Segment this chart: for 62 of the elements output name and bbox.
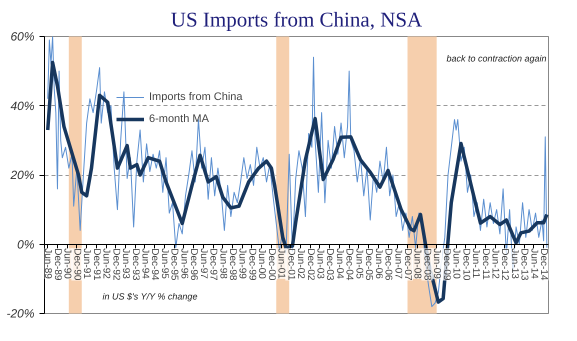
x-tick-label: Dec-89 [52,248,63,281]
x-tick-label: Jun-13 [508,248,520,280]
y-tick-label: -20% [6,306,35,320]
x-tick-label: Jun-08 [412,248,423,280]
y-tick-label: 40% [10,98,35,113]
x-tick-label: Dec-14 [538,248,550,281]
x-tick-label: Jun-03 [314,248,326,280]
x-tick-label: Jun-95 [158,248,170,280]
x-tick-label: Dec-95 [168,248,180,281]
x-tick-label: Jun-94 [139,248,150,280]
legend-label: 6-month MA [149,113,209,125]
x-tick-label: Jun-90 [62,248,73,280]
x-tick-label: Dec-07 [402,248,414,281]
x-tick-label: Jun-05 [353,248,364,280]
x-tick-label: Jun-96 [178,248,190,280]
x-tick-label: Dec-09 [440,248,452,281]
x-tick-label: Dec-10 [460,248,472,281]
y-tick-label: 60% [10,30,35,44]
x-tick-label: Jun-91 [81,248,92,280]
x-tick-label: Jun-02 [295,248,306,280]
x-tick-label: Jun-98 [217,248,228,280]
x-tick-label: Dec-05 [363,248,374,281]
x-tick-label: Dec-04 [344,248,355,281]
x-tick-label: Dec-13 [518,248,530,281]
x-tick-label: Jun-01 [276,248,287,280]
x-tick-label: Jun-09 [431,248,442,280]
chart-title: US Imports from China, NSA [170,8,424,32]
x-tick-label: Dec-11 [480,248,491,280]
x-tick-label: Dec-90 [71,248,82,281]
x-tick-label: Dec-93 [130,248,141,281]
x-tick-label: Jun-92 [100,248,112,280]
y-tick-label: 20% [9,168,35,182]
x-tick-label: Jun-00 [256,248,268,280]
x-tick-label: Dec-03 [324,248,336,281]
x-tick-label: Jun-10 [450,248,462,280]
x-tick-label: Dec-96 [188,248,200,281]
x-tick-label: Jun-14 [528,248,540,280]
x-tick-label: Jun-99 [236,248,248,280]
x-tick-label: Jun-97 [198,248,209,280]
x-tick-label: Jun-06 [372,248,384,280]
x-tick-label: Dec-97 [208,248,219,281]
x-tick-label: Dec-06 [382,248,394,281]
x-tick-label: Jun-12 [490,248,501,280]
x-tick-label: Dec-00 [266,248,277,281]
x-tick-label: Jun-93 [120,248,132,280]
x-tick-label: Jun-11 [470,248,482,279]
x-tick-label: Dec-02 [304,248,316,281]
x-tick-label: Dec-12 [499,248,510,281]
x-tick-label: Dec-92 [110,248,122,281]
x-tick-label: Dec-91 [90,248,102,281]
x-tick-label: Jun-04 [334,248,345,280]
x-tick-label: Jun-07 [392,248,404,280]
annotation: back to contraction again [446,54,547,64]
x-tick-label: Jun-89 [42,248,54,280]
x-tick-label: Dec-01 [285,248,296,281]
x-tick-label: Dec-08 [421,248,432,281]
annotation: in US $'s Y/Y % change [102,292,198,302]
y-tick-label: 0% [17,237,35,252]
x-tick-label: Dec-94 [149,248,160,281]
legend-label: Imports from China [149,91,243,103]
x-tick-label: Dec-99 [246,248,258,281]
x-tick-label: Dec-98 [226,248,238,281]
